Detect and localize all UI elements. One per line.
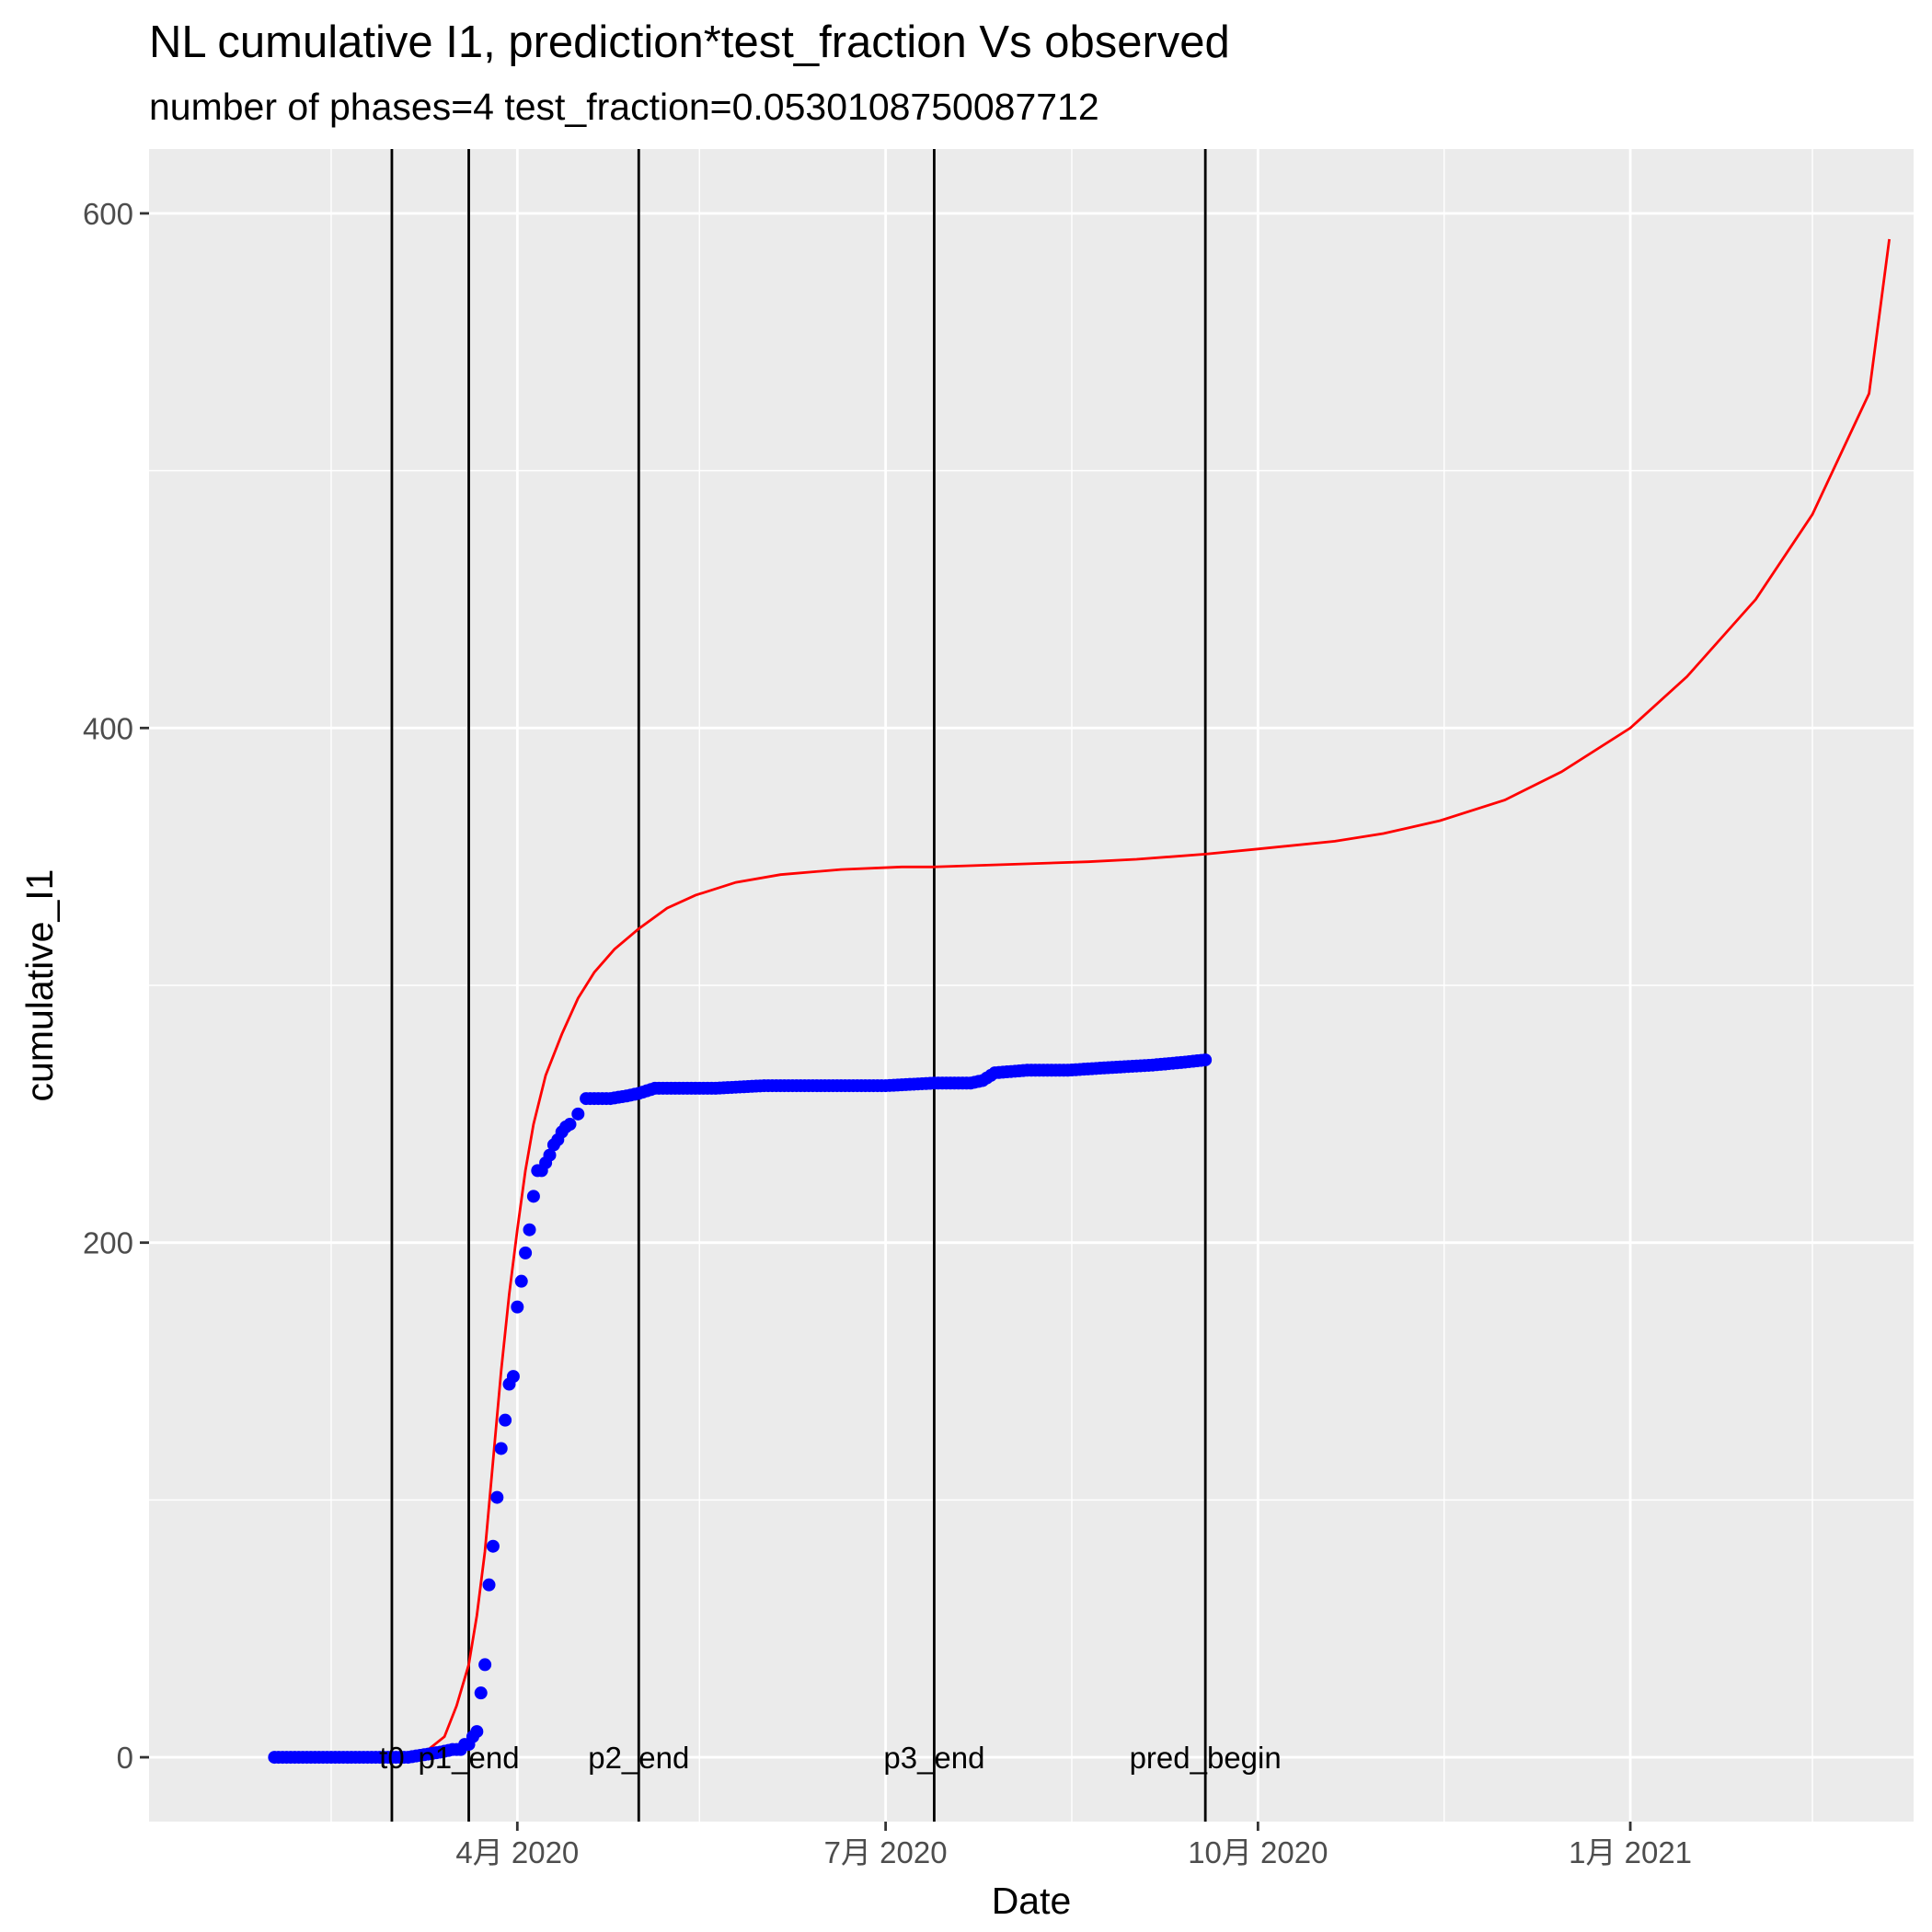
observed-point <box>543 1148 557 1162</box>
observed-point <box>486 1539 500 1553</box>
x-axis: 4月 2020 7月 2020 10月 2020 1月 2021 <box>455 1822 1692 1869</box>
x-tick-label: 4月 2020 <box>455 1835 579 1869</box>
observed-point <box>494 1442 508 1455</box>
prediction-line <box>375 238 1891 1759</box>
observed-point <box>474 1686 488 1700</box>
phase-labels: t0 p1_end p2_end p3_end pred_begin <box>379 1741 1282 1775</box>
phase-label-pred-begin: pred_begin <box>1130 1741 1282 1775</box>
observed-point <box>523 1223 536 1236</box>
x-tick-label: 7月 2020 <box>824 1835 948 1869</box>
minor-gridlines <box>149 149 1914 1822</box>
observed-point <box>571 1107 585 1121</box>
y-tick-label: 400 <box>83 711 133 745</box>
observed-point <box>526 1190 540 1203</box>
y-axis: 0 200 400 600 <box>83 197 149 1775</box>
observed-point <box>514 1274 528 1288</box>
observed-point <box>511 1300 524 1314</box>
observed-point <box>482 1578 496 1592</box>
observed-point <box>490 1490 504 1504</box>
phase-label-t0: t0 <box>379 1741 405 1775</box>
observed-point <box>470 1725 484 1739</box>
observed-point <box>563 1118 577 1132</box>
observed-series <box>268 1053 1213 1765</box>
y-axis-title: cumulative_I1 <box>18 869 61 1102</box>
chart-title: NL cumulative I1, prediction*test_fracti… <box>149 17 1230 67</box>
y-tick-label: 600 <box>83 197 133 231</box>
phase-label-p2-end: p2_end <box>588 1741 689 1775</box>
x-tick-label: 10月 2020 <box>1188 1835 1328 1869</box>
y-tick-label: 0 <box>117 1741 133 1775</box>
observed-point <box>499 1413 512 1427</box>
observed-point <box>478 1658 492 1672</box>
phase-label-p1-end: p1_end <box>418 1741 519 1775</box>
y-tick-label: 200 <box>83 1226 133 1260</box>
phase-label-p3-end: p3_end <box>883 1741 984 1775</box>
chart-subtitle: number of phases=4 test_fraction=0.05301… <box>149 86 1099 128</box>
x-axis-title: Date <box>992 1880 1072 1922</box>
observed-point <box>519 1246 533 1259</box>
observed-point <box>506 1370 520 1384</box>
phase-vertical-lines <box>390 149 1207 1822</box>
observed-point <box>1199 1053 1213 1067</box>
x-tick-label: 1月 2021 <box>1569 1835 1692 1869</box>
prediction-series <box>375 238 1891 1759</box>
